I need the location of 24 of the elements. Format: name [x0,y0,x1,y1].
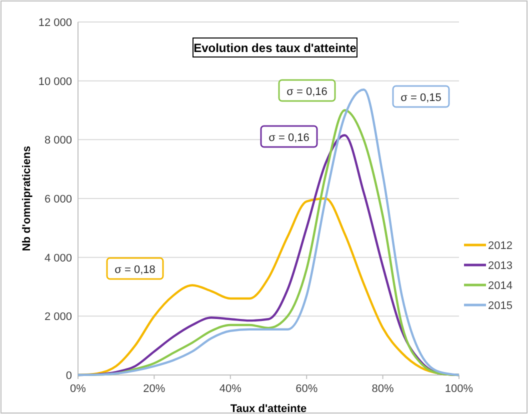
y-tick-label: 0 [66,370,72,382]
legend-label: 2015 [488,300,512,312]
y-axis-title: Nb d'omnipraticiens [21,146,33,252]
y-tick-label: 2 000 [44,311,72,324]
x-axis-title: Taux d'atteinte [230,403,307,414]
y-tick-label: 4 000 [44,252,72,264]
annotation: σ = 0,16 [268,132,310,144]
x-tick-label: 80% [372,383,394,395]
legend-label: 2012 [488,240,512,252]
y-tick-label: 8 000 [44,134,72,147]
y-tick-label: 10 000 [38,76,72,88]
x-tick-label: 20% [143,383,166,395]
text: Evolution des taux d'atteinte [194,41,357,55]
annotation: σ = 0,18 [114,264,156,276]
x-tick-label: 0% [70,383,86,395]
x-tick-label: 100% [444,383,474,395]
x-tick-label: 40% [219,383,242,395]
y-tick-label: 12 000 [38,17,72,29]
annotation: σ = 0,16 [286,86,328,98]
annotation: σ = 0,15 [400,92,442,104]
legend-label: 2014 [488,280,512,292]
x-tick-label: 60% [296,383,318,395]
y-tick-label: 6 000 [44,194,72,206]
legend-label: 2013 [488,260,512,272]
